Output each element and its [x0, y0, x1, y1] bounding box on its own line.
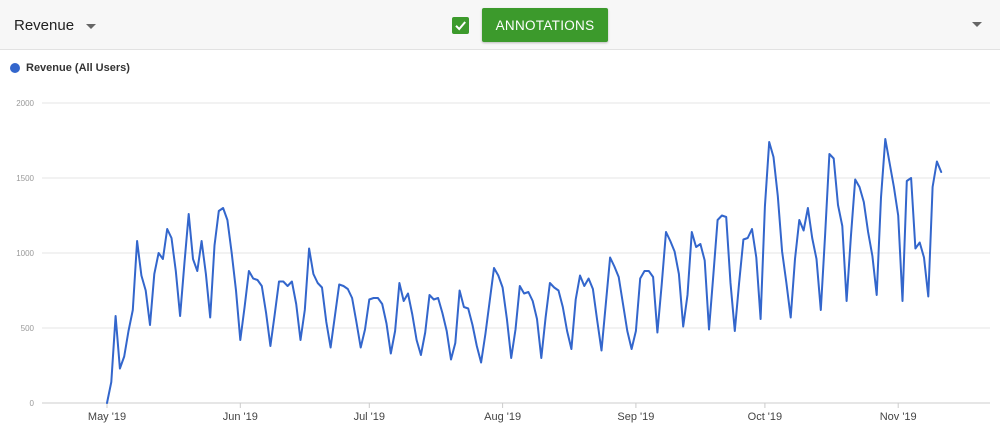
check-icon	[455, 21, 466, 31]
metric-dropdown[interactable]: Revenue	[14, 14, 97, 36]
x-tick-label: Jul '19	[354, 411, 385, 423]
chart-legend: Revenue (All Users)	[10, 62, 130, 74]
y-tick-label: 1000	[16, 249, 34, 258]
metric-label: Revenue	[14, 16, 75, 34]
annotations-checkbox[interactable]	[452, 17, 469, 34]
x-tick-label: May '19	[88, 411, 126, 423]
legend-label: Revenue (All Users)	[26, 62, 130, 74]
legend-dot-icon	[10, 63, 20, 73]
y-tick-label: 500	[21, 324, 35, 333]
x-tick-label: Nov '19	[880, 411, 917, 423]
x-tick-label: Sep '19	[617, 411, 654, 423]
series-line-revenue-all-users	[106, 138, 943, 404]
x-tick-label: Aug '19	[484, 411, 521, 423]
collapse-caret-icon[interactable]	[972, 22, 982, 27]
x-tick-label: Oct '19	[748, 411, 783, 423]
y-tick-label: 0	[30, 399, 35, 408]
annotations-button[interactable]: ANNOTATIONS	[482, 8, 608, 42]
y-tick-label: 2000	[16, 99, 34, 108]
x-tick-label: Jun '19	[223, 411, 258, 423]
caret-down-icon	[86, 23, 97, 29]
chart-toolbar: Revenue ANNOTATIONS	[0, 0, 1000, 50]
y-tick-label: 1500	[16, 174, 34, 183]
